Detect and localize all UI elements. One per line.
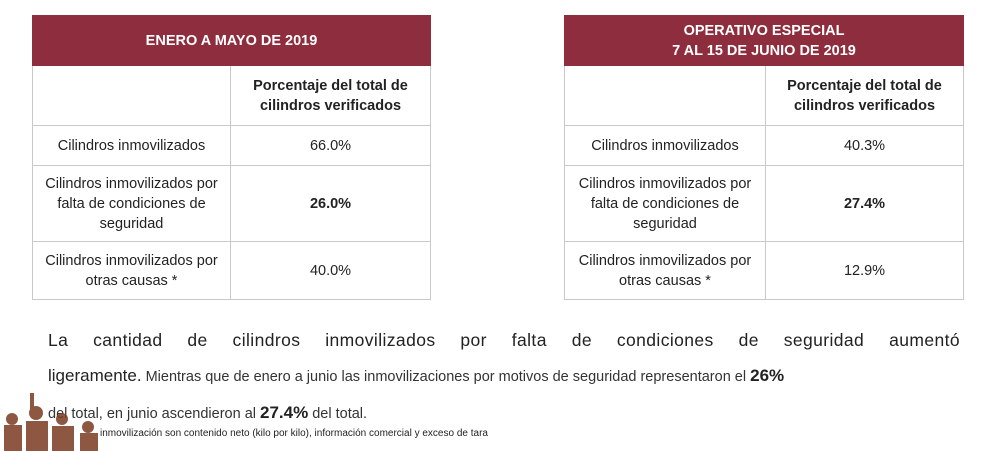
text: Mientras que de enero a junio las inmovi…	[141, 369, 751, 385]
row-value: 27.4%	[765, 165, 964, 242]
row-label: Cilindros inmovilizados por otras causas…	[32, 241, 231, 300]
table-row: Cilindros inmovilizados 40.3%	[564, 125, 964, 166]
row-value: 12.9%	[765, 241, 964, 300]
lead-sentence: La cantidad de cilindros inmovilizados p…	[48, 330, 960, 350]
pct-highlight: 27.4%	[260, 403, 309, 422]
summary-paragraph: La cantidad de cilindros inmovilizados p…	[48, 322, 960, 432]
row-label: Cilindros inmovilizados	[564, 125, 766, 166]
table-row: Cilindros inmovilizados por otras causas…	[564, 241, 964, 300]
empty-header-cell	[564, 65, 766, 126]
column-header: Porcentaje del total de cilindros verifi…	[765, 65, 964, 126]
table-operativo-especial: OPERATIVO ESPECIAL 7 AL 15 DE JUNIO DE 20…	[564, 15, 964, 300]
row-label: Cilindros inmovilizados por falta de con…	[32, 165, 231, 242]
heroes-logo-image	[4, 393, 98, 451]
table-enero-mayo: ENERO A MAYO DE 2019 Porcentaje del tota…	[32, 15, 431, 300]
title-line-1: OPERATIVO ESPECIAL	[683, 22, 845, 39]
row-label: Cilindros inmovilizados por falta de con…	[564, 165, 766, 242]
title-line-2: 7 AL 15 DE JUNIO DE 2019	[672, 42, 856, 59]
column-header: Porcentaje del total de cilindros verifi…	[230, 65, 431, 126]
row-value: 40.3%	[765, 125, 964, 166]
table-row: Cilindros inmovilizados por falta de con…	[32, 165, 431, 242]
text: del total, en junio ascendieron al	[48, 406, 261, 422]
table-row: Cilindros inmovilizados 66.0%	[32, 125, 431, 166]
table-title: OPERATIVO ESPECIAL 7 AL 15 DE JUNIO DE 20…	[564, 15, 964, 66]
footnote: inmovilización son contenido neto (kilo …	[100, 428, 488, 439]
empty-header-cell	[32, 65, 231, 126]
text: del total.	[308, 406, 368, 422]
pct-highlight: 26%	[750, 366, 785, 385]
table-title: ENERO A MAYO DE 2019	[32, 15, 431, 66]
lead-end: ligeramente.	[48, 366, 142, 385]
row-value: 66.0%	[230, 125, 431, 166]
table-row: Cilindros inmovilizados por otras causas…	[32, 241, 431, 300]
row-label: Cilindros inmovilizados	[32, 125, 231, 166]
table-row: Cilindros inmovilizados por falta de con…	[564, 165, 964, 242]
row-label: Cilindros inmovilizados por otras causas…	[564, 241, 766, 300]
row-value: 40.0%	[230, 241, 431, 300]
row-value: 26.0%	[230, 165, 431, 242]
